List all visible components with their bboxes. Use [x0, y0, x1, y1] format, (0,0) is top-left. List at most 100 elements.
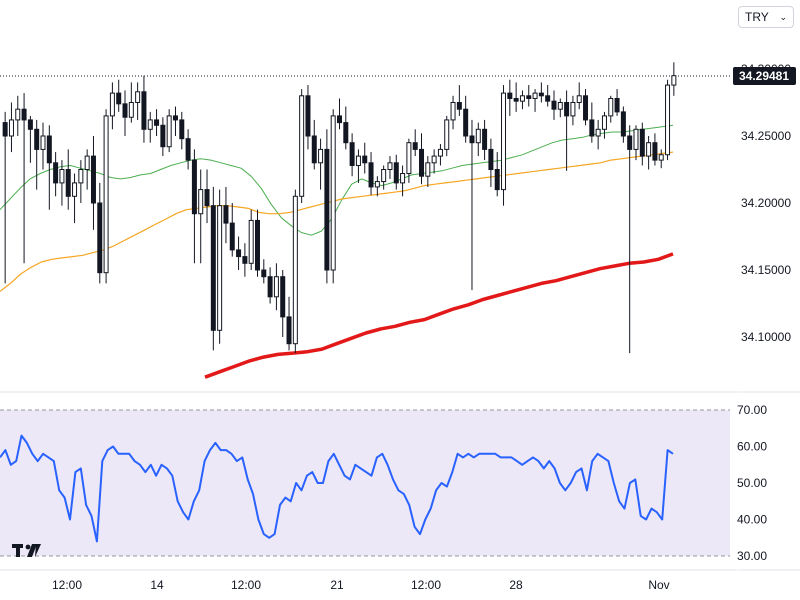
- candle: [545, 85, 551, 107]
- candle: [109, 82, 115, 130]
- candle-body-down: [343, 122, 349, 144]
- candle-body-down: [236, 249, 242, 258]
- candle: [355, 149, 361, 183]
- candle-body-down: [583, 95, 589, 121]
- candle: [444, 115, 450, 157]
- candle-body-up: [437, 148, 443, 157]
- candle: [633, 125, 639, 161]
- candle-body-down: [589, 119, 595, 137]
- candle: [210, 186, 216, 351]
- candle-body-down: [513, 97, 519, 102]
- moving-average-fast: [0, 124, 674, 236]
- candle: [299, 89, 305, 203]
- rsi-tick-label: 40.00: [737, 513, 767, 527]
- candle: [172, 106, 178, 136]
- candle-body-down: [538, 92, 544, 97]
- candle-body-down: [90, 155, 96, 204]
- candle: [671, 62, 677, 96]
- candle: [463, 95, 469, 143]
- candle-body-up: [646, 142, 652, 157]
- candle-body-down: [362, 155, 368, 164]
- candle-body-down: [545, 95, 551, 102]
- candle: [21, 93, 27, 264]
- candle-body-down: [311, 135, 317, 164]
- candle-body-up: [450, 102, 456, 121]
- candle: [65, 149, 71, 210]
- candle-body-down: [564, 102, 570, 117]
- candle-body-down: [267, 276, 273, 298]
- candle: [267, 267, 273, 304]
- candle-body-down: [242, 256, 248, 264]
- candle-body-down: [122, 103, 128, 118]
- candle: [103, 109, 109, 284]
- candle-body-down: [280, 276, 286, 318]
- candle: [128, 82, 134, 123]
- candle: [122, 90, 128, 136]
- candle: [620, 106, 626, 143]
- candle: [8, 102, 14, 153]
- candle-body-down: [305, 95, 311, 137]
- candle: [135, 82, 141, 120]
- candle-body-up: [557, 102, 563, 110]
- candle-body-down: [34, 128, 40, 150]
- candle: [494, 152, 500, 197]
- candle: [273, 263, 279, 311]
- candle: [551, 90, 557, 120]
- time-tick-label: 21: [330, 578, 344, 592]
- candle: [557, 98, 563, 118]
- candle-body-down: [97, 202, 103, 274]
- currency-selector[interactable]: TRY ⌄: [738, 6, 794, 28]
- price-tick-label: 34.20000: [741, 196, 791, 210]
- time-tick-label: 12:00: [411, 578, 441, 592]
- candle: [665, 79, 671, 161]
- price-tick-label: 34.10000: [741, 330, 791, 344]
- candle-body-up: [381, 169, 387, 183]
- candle: [78, 160, 84, 203]
- candle: [532, 89, 538, 112]
- rsi-band: [0, 410, 730, 556]
- candle-body-up: [658, 154, 664, 161]
- candle: [343, 106, 349, 150]
- candle: [576, 82, 582, 110]
- time-tick-label: 12:00: [52, 578, 82, 592]
- candle-body-up: [608, 97, 614, 117]
- candle-body-up: [400, 173, 406, 184]
- moving-average-mid: [0, 151, 674, 292]
- last-price-label: 34.29481: [739, 69, 789, 83]
- candle: [116, 79, 122, 112]
- candle-body-up: [425, 162, 431, 177]
- candle-body-up: [135, 91, 141, 103]
- candle-body-up: [355, 155, 361, 166]
- candle: [46, 125, 52, 210]
- candle-body-down: [2, 122, 8, 137]
- candle-body-up: [217, 205, 223, 331]
- candle: [627, 125, 633, 354]
- candle: [191, 149, 197, 264]
- candle-body-down: [526, 95, 532, 99]
- candle-body-up: [665, 84, 671, 156]
- candle: [400, 165, 406, 197]
- candle-body-down: [324, 148, 330, 271]
- candle: [488, 138, 494, 187]
- candle: [501, 85, 507, 206]
- candle-body-up: [532, 92, 538, 99]
- candle: [419, 133, 425, 185]
- candle: [431, 149, 437, 174]
- candle-body-down: [261, 269, 267, 278]
- candle: [583, 89, 589, 126]
- candle: [450, 95, 456, 130]
- candle-body-up: [8, 119, 14, 137]
- moving-average-slow: [204, 252, 674, 379]
- candle: [362, 142, 368, 174]
- candle-body-down: [204, 189, 210, 207]
- candle-body-up: [273, 276, 279, 298]
- candle-body-up: [292, 195, 298, 345]
- candle-body-up: [248, 219, 254, 264]
- candle: [90, 136, 96, 230]
- candle: [526, 85, 532, 107]
- candle-body-down: [210, 205, 216, 331]
- rsi-line: [0, 434, 674, 543]
- candle-body-up: [330, 115, 336, 271]
- candle: [406, 138, 412, 183]
